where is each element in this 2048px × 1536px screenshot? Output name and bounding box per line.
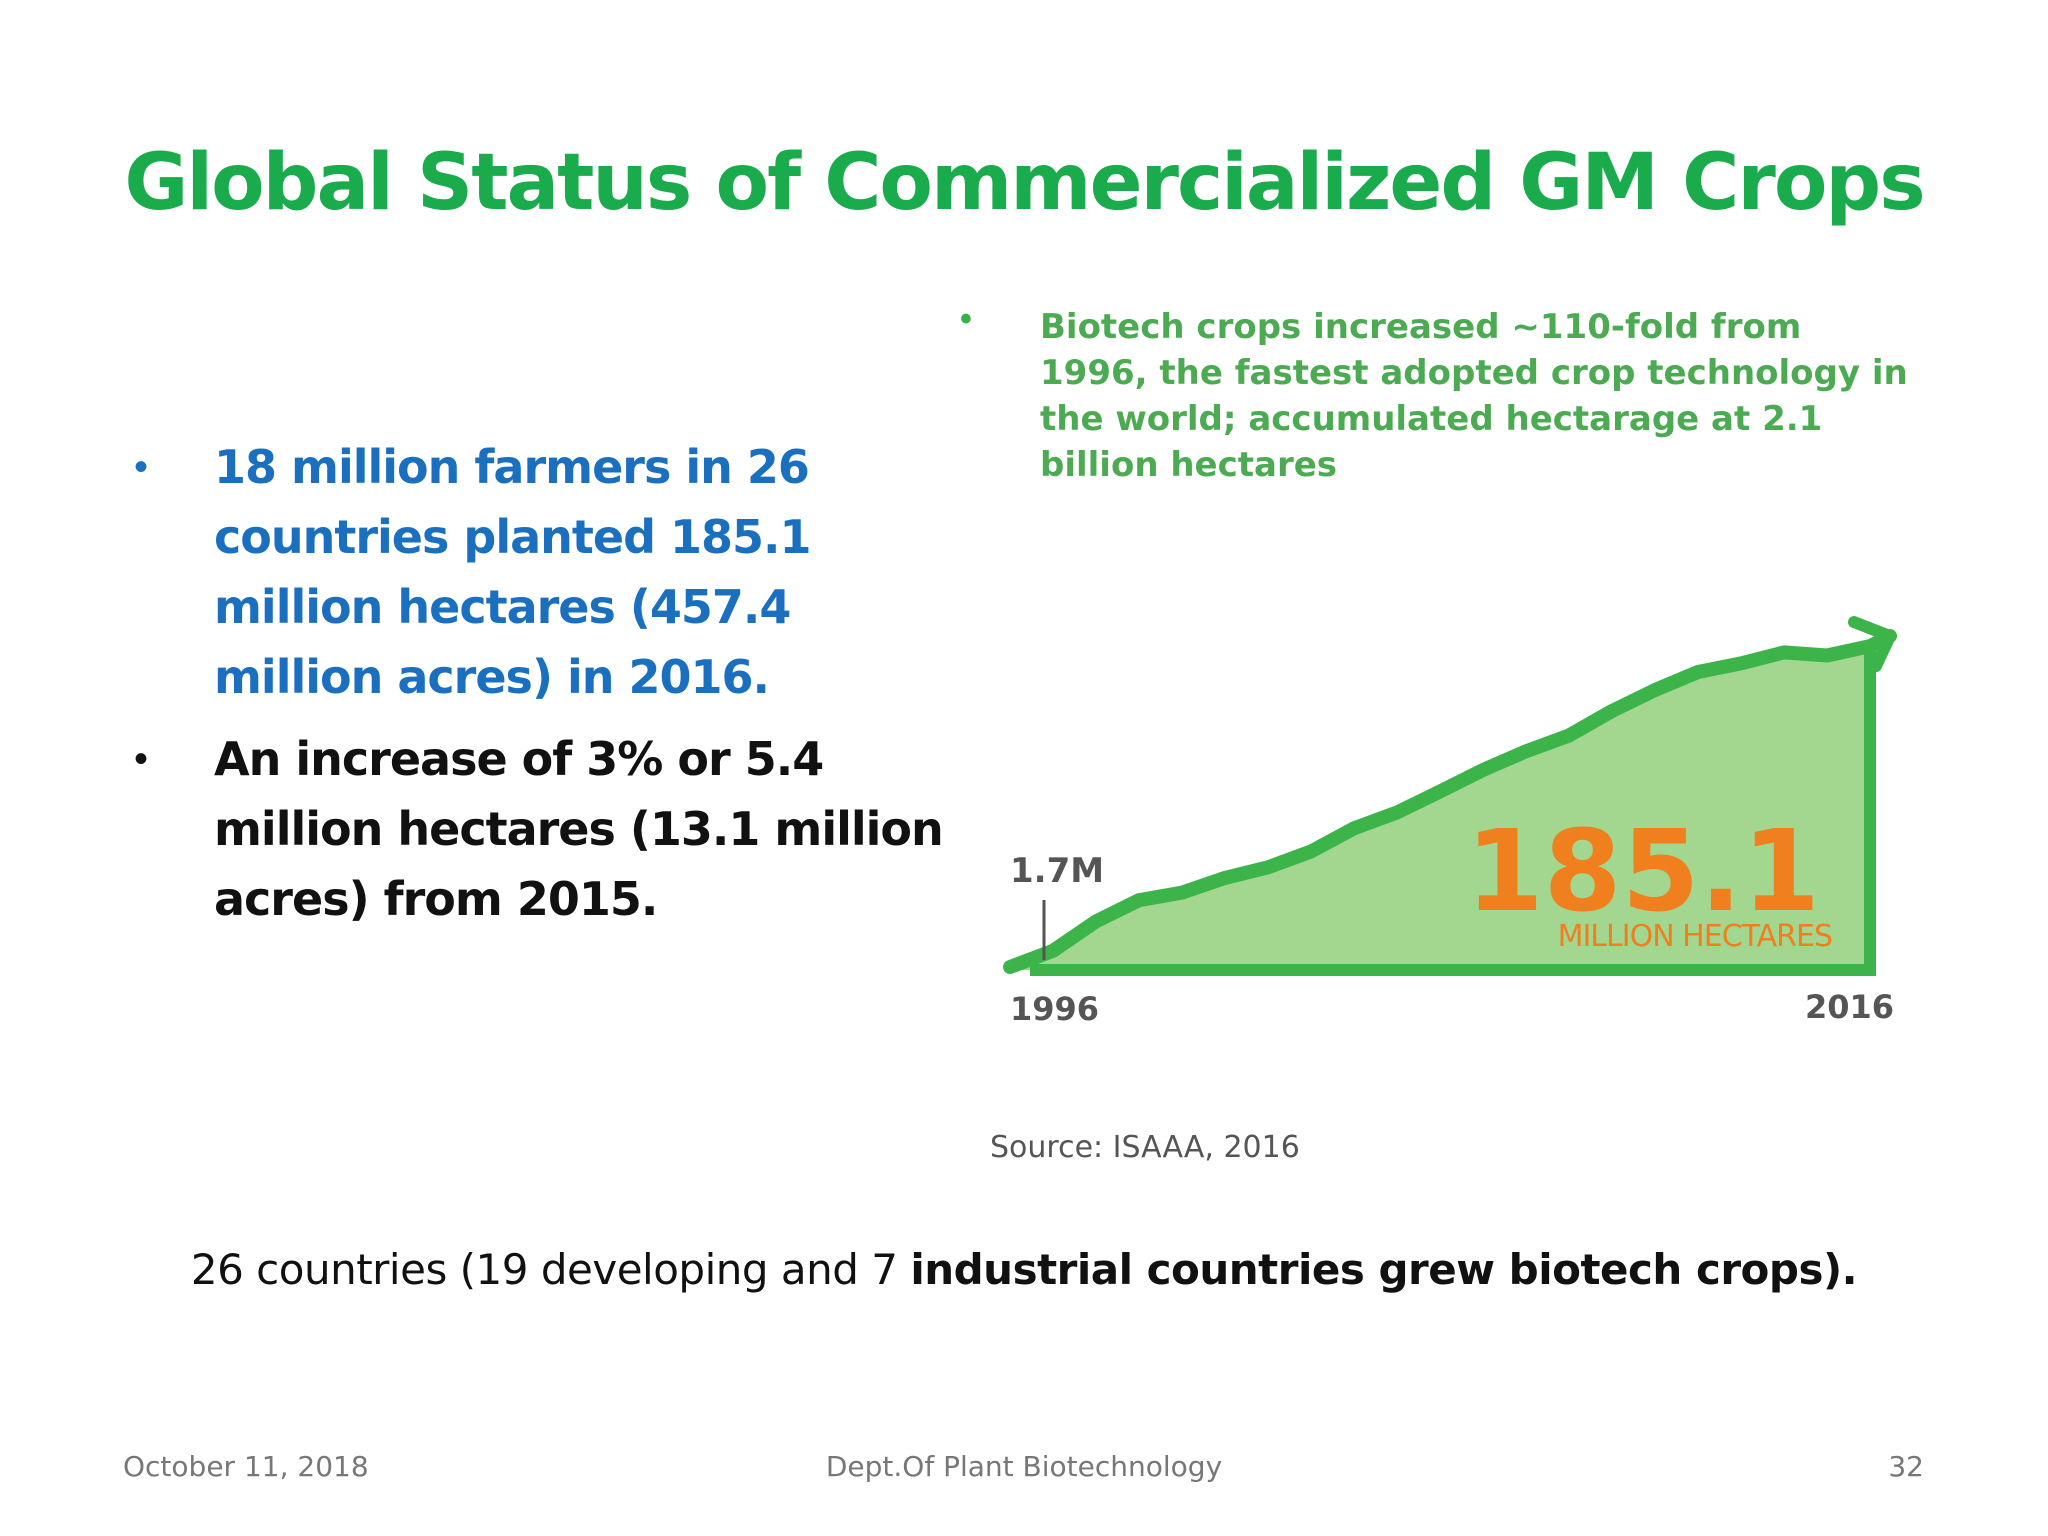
summary-line: 26 countries (19 developing and 7 indust… xyxy=(0,1245,2048,1294)
series-line xyxy=(1003,629,1897,974)
bullet-marker: • xyxy=(134,737,149,781)
infographic-bullet-marker: • xyxy=(960,300,972,338)
page-number: 32 xyxy=(1888,1450,1924,1483)
bullet-text: 18 million farmers in 26 countries plant… xyxy=(214,440,812,704)
infographic-text: Biotech crops increased ~110-fold from 1… xyxy=(1040,307,1908,485)
total-unit-label: MILLION HECTARES xyxy=(1558,919,1832,954)
x-tick-label-end: 2016 xyxy=(1805,988,1894,1026)
start-value-label: 1.7M xyxy=(1010,851,1104,891)
bullet-list: • 18 million farmers in 26 countries pla… xyxy=(130,432,970,946)
slide-title: Global Status of Commercialized GM Crops xyxy=(124,138,1925,228)
footer-department: Dept.Of Plant Biotechnology xyxy=(825,1450,1223,1483)
bullet-item: • 18 million farmers in 26 countries pla… xyxy=(130,432,970,712)
area-chart: 1.7M 185.1 MILLION HECTARES 1996 2016 xyxy=(1003,616,1897,1028)
arrow-icon xyxy=(1848,616,1896,673)
total-value-label: 185.1 xyxy=(1466,807,1820,937)
bullet-text: An increase of 3% or 5.4 million hectare… xyxy=(214,732,944,926)
footer-date: October 11, 2018 xyxy=(123,1450,369,1483)
infographic: • Biotech crops increased ~110-fold from… xyxy=(950,290,1950,1190)
summary-bold-text: industrial countries grew biotech crops)… xyxy=(910,1245,1858,1294)
area-fill xyxy=(1010,646,1870,970)
x-tick-label-start: 1996 xyxy=(1010,990,1099,1028)
bullet-marker: • xyxy=(134,445,149,489)
source-note: Source: ISAAA, 2016 xyxy=(990,1130,1300,1165)
bullet-item: • An increase of 3% or 5.4 million hecta… xyxy=(130,724,970,934)
summary-normal-text: 26 countries (19 developing and 7 xyxy=(190,1245,911,1294)
